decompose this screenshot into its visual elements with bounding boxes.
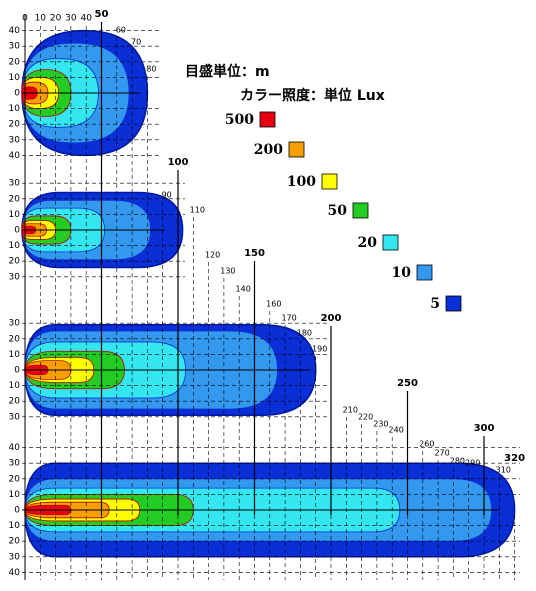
y-tick-label: 0 <box>14 89 20 99</box>
top-tick-label: 10 <box>35 14 47 24</box>
y-tick-label: 30 <box>9 552 21 562</box>
distance-label: 240 <box>389 426 404 435</box>
distance-label: 180 <box>297 329 312 338</box>
distance-label: 310 <box>496 466 511 475</box>
major-distance-label: 50 <box>95 9 109 20</box>
legend-label: 200 <box>254 142 283 158</box>
distance-label: 280 <box>450 457 465 466</box>
legend-swatch <box>259 111 276 128</box>
y-tick-label: 20 <box>9 194 21 204</box>
y-tick-label: 10 <box>9 241 21 251</box>
distance-label: 60 <box>116 26 126 35</box>
distance-label: 160 <box>266 300 281 309</box>
y-tick-label: 30 <box>9 42 21 52</box>
y-tick-label: 10 <box>9 73 21 83</box>
y-tick-label: 20 <box>9 257 21 267</box>
legend-swatch <box>288 141 305 158</box>
y-tick-label: 20 <box>9 120 21 130</box>
major-distance-label: 320 <box>504 453 525 464</box>
distance-label: 230 <box>373 420 388 429</box>
legend-swatch <box>445 295 462 312</box>
top-tick-label: 30 <box>65 14 77 24</box>
distance-label: 110 <box>190 206 205 215</box>
top-tick-label: 40 <box>80 14 92 24</box>
legend-swatch <box>416 264 433 281</box>
distance-label: 70 <box>131 38 141 47</box>
distance-label: 120 <box>205 251 220 260</box>
y-tick-label: 30 <box>9 319 21 329</box>
distance-label: 290 <box>465 459 480 468</box>
y-tick-label: 10 <box>9 210 21 220</box>
y-tick-label: 0 <box>14 366 20 376</box>
y-tick-label: 40 <box>9 151 21 161</box>
distance-label: 90 <box>162 191 172 200</box>
y-tick-label: 20 <box>9 537 21 547</box>
distance-label: 210 <box>343 406 358 415</box>
legend-label: 20 <box>358 235 378 251</box>
y-tick-label: 0 <box>14 506 20 516</box>
y-tick-label: 30 <box>9 135 21 145</box>
distance-label: 130 <box>220 267 235 276</box>
distance-label: 220 <box>358 413 373 422</box>
contours <box>21 29 516 558</box>
distance-label: 170 <box>281 314 296 323</box>
y-tick-label: 30 <box>9 272 21 282</box>
y-tick-label: 30 <box>9 459 21 469</box>
y-tick-label: 20 <box>9 57 21 67</box>
legend-label: 5 <box>430 296 440 312</box>
y-tick-label: 0 <box>14 226 20 236</box>
color-unit: カラー照度：単位 Lux <box>240 87 385 104</box>
y-tick-label: 30 <box>9 179 21 189</box>
y-tick-label: 10 <box>9 381 21 391</box>
major-distance-label: 100 <box>168 157 189 168</box>
y-tick-label: 40 <box>9 26 21 36</box>
y-tick-label: 10 <box>9 490 21 500</box>
distance-label: 140 <box>236 285 251 294</box>
legend-label: 10 <box>392 265 412 281</box>
scale-unit: 目盛単位：m <box>185 63 270 80</box>
distance-label: 260 <box>419 440 434 449</box>
legend-swatch <box>382 234 399 251</box>
legend-label: 100 <box>287 174 316 190</box>
y-tick-label: 40 <box>9 568 21 578</box>
y-tick-label: 10 <box>9 521 21 531</box>
legend-swatch <box>352 202 369 219</box>
major-distance-label: 150 <box>244 248 265 259</box>
major-distance-label: 300 <box>474 423 495 434</box>
top-tick-label: 20 <box>50 14 62 24</box>
major-distance-label: 250 <box>397 378 418 389</box>
legend-label: 50 <box>328 203 348 219</box>
y-tick-label: 20 <box>9 397 21 407</box>
distance-label: 270 <box>434 449 449 458</box>
legend-swatch <box>321 173 338 190</box>
y-tick-label: 10 <box>9 104 21 114</box>
distance-label: 80 <box>146 65 156 74</box>
major-distance-label: 200 <box>321 313 342 324</box>
legend-label: 500 <box>225 112 254 128</box>
distance-label: 190 <box>312 345 327 354</box>
y-tick-label: 30 <box>9 412 21 422</box>
y-tick-label: 40 <box>9 443 21 453</box>
y-tick-label: 10 <box>9 350 21 360</box>
y-tick-label: 20 <box>9 474 21 484</box>
y-tick-label: 20 <box>9 334 21 344</box>
